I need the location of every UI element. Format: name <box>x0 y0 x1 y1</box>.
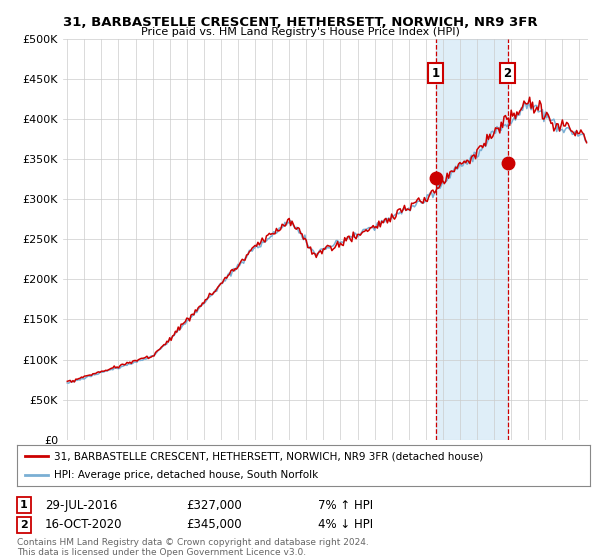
Bar <box>436 39 508 440</box>
Text: 29-JUL-2016: 29-JUL-2016 <box>45 498 118 512</box>
Text: 2: 2 <box>503 67 512 80</box>
Text: Price paid vs. HM Land Registry's House Price Index (HPI): Price paid vs. HM Land Registry's House … <box>140 27 460 37</box>
Text: Contains HM Land Registry data © Crown copyright and database right 2024.
This d: Contains HM Land Registry data © Crown c… <box>17 538 368 557</box>
Text: 31, BARBASTELLE CRESCENT, HETHERSETT, NORWICH, NR9 3FR (detached house): 31, BARBASTELLE CRESCENT, HETHERSETT, NO… <box>54 451 483 461</box>
Text: 2: 2 <box>20 520 28 530</box>
Text: 31, BARBASTELLE CRESCENT, HETHERSETT, NORWICH, NR9 3FR: 31, BARBASTELLE CRESCENT, HETHERSETT, NO… <box>62 16 538 29</box>
Text: 1: 1 <box>431 67 440 80</box>
Text: £327,000: £327,000 <box>186 498 242 512</box>
Text: HPI: Average price, detached house, South Norfolk: HPI: Average price, detached house, Sout… <box>54 470 318 479</box>
Text: £345,000: £345,000 <box>186 518 242 531</box>
Text: 4% ↓ HPI: 4% ↓ HPI <box>318 518 373 531</box>
Text: 7% ↑ HPI: 7% ↑ HPI <box>318 498 373 512</box>
Text: 16-OCT-2020: 16-OCT-2020 <box>45 518 122 531</box>
Text: 1: 1 <box>20 500 28 510</box>
